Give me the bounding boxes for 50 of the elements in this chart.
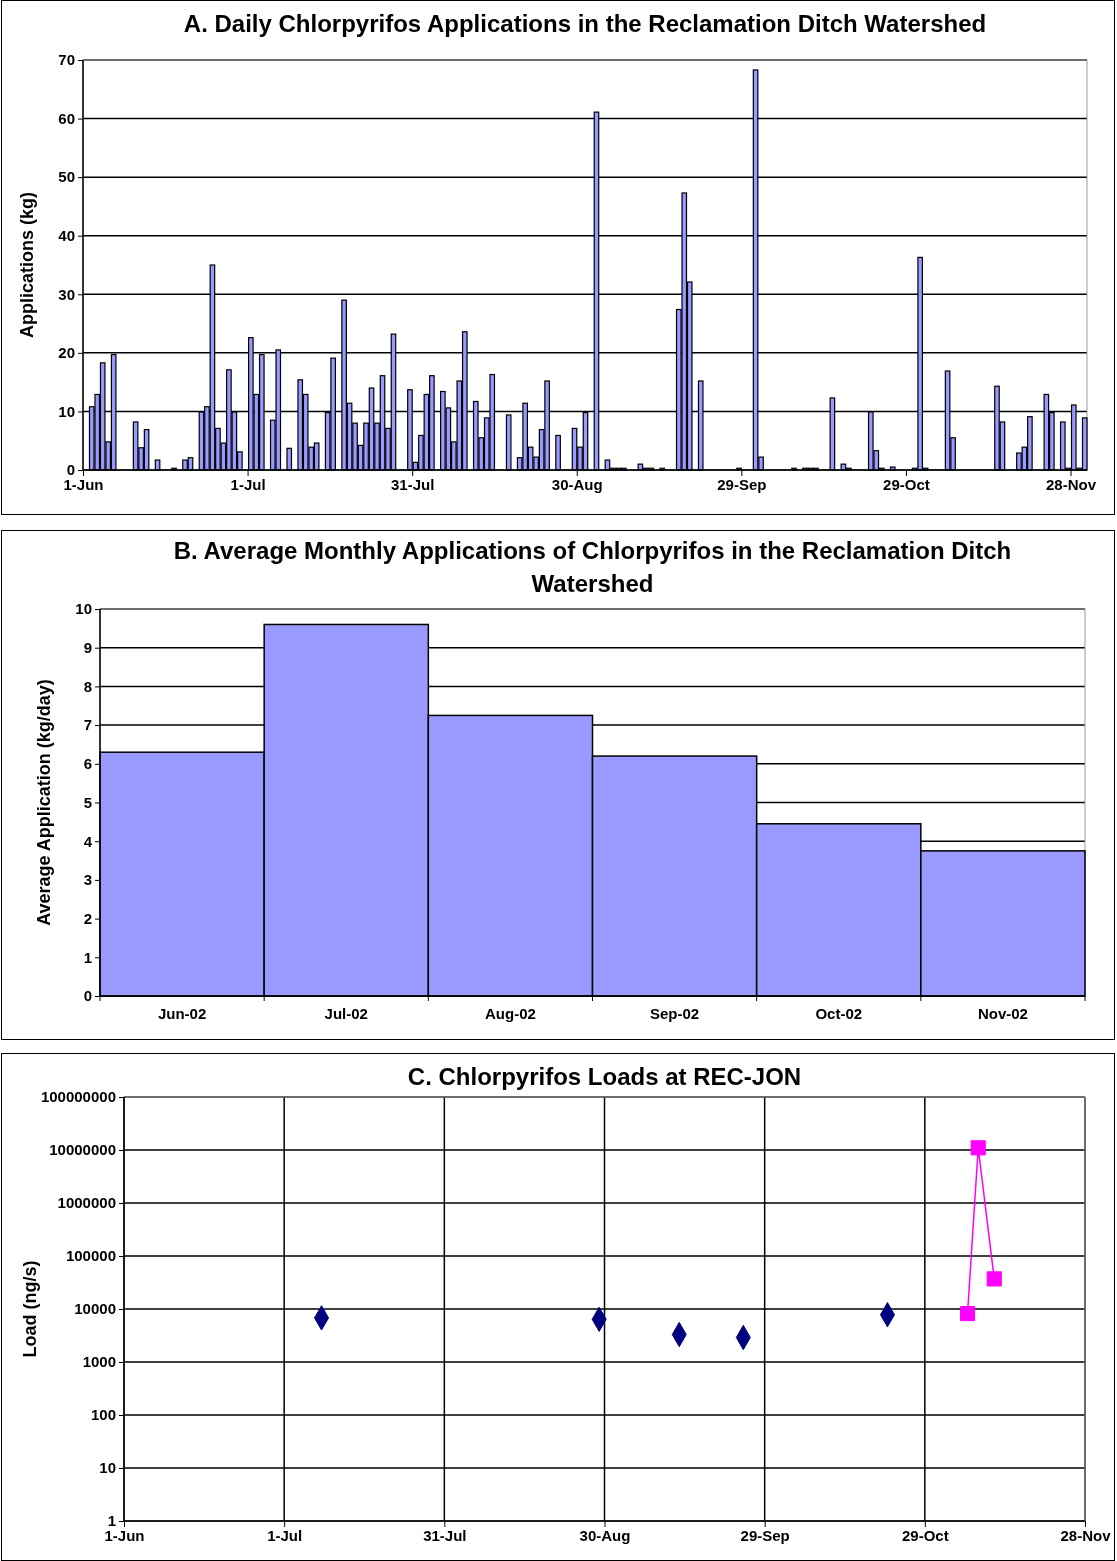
x-tick-label: Oct-02: [815, 1004, 863, 1022]
y-tick-label: 100: [90, 1406, 116, 1424]
x-tick-label: 29-Oct: [883, 475, 930, 493]
chart-title: B. Average Monthly Applications of Chlorpyrifos in the Reclamation Ditch Watershed: [173, 537, 1012, 597]
y-tick-label: 50: [58, 168, 75, 186]
y-tick-label: 1000: [82, 1353, 116, 1371]
y-tick-label: 10: [58, 402, 75, 420]
y-tick-label: 4: [83, 832, 93, 850]
y-axis-title: Average Application (kg/day): [34, 679, 54, 926]
y-tick-label: 10: [99, 1459, 116, 1477]
x-tick-label: 31-Jul: [391, 475, 435, 493]
y-tick-label: 9: [83, 639, 92, 656]
y-tick-label: 10: [75, 600, 92, 618]
y-tick-label: 1: [83, 948, 92, 966]
x-tick-label: 30-Aug: [579, 1526, 631, 1544]
x-tick-label: Jul-02: [324, 1004, 368, 1022]
y-tick-label: 5: [83, 793, 92, 811]
y-tick-label: 10000000: [49, 1141, 116, 1159]
x-tick-label: Jun-02: [157, 1004, 207, 1022]
chart-title: C. Chlorpyrifos Loads at REC-JON: [407, 1063, 802, 1090]
y-tick-label: 30: [58, 285, 75, 303]
x-tick-label: Sep-02: [649, 1004, 700, 1022]
y-tick-label: 2: [83, 909, 92, 927]
y-tick-label: 60: [58, 109, 75, 127]
y-axis-title: Applications (kg): [17, 191, 37, 339]
x-tick-label: 1-Jul: [230, 475, 266, 493]
x-tick-label: 29-Oct: [901, 1526, 949, 1544]
x-tick-label: 30-Aug: [551, 475, 603, 493]
x-tick-label: 29-Sep: [740, 1526, 790, 1544]
x-tick-label: Aug-02: [484, 1004, 536, 1022]
x-tick-label: 29-Sep: [717, 475, 767, 493]
chart-title: A. Daily Chlorpyrifos Applications in the Reclamation Ditch Watershed: [183, 10, 987, 37]
y-tick-label: 10000: [74, 1300, 116, 1318]
y-tick-label: 70: [58, 51, 75, 69]
y-tick-label: 100000000: [40, 1088, 116, 1106]
y-tick-label: 0: [83, 987, 92, 1005]
x-tick-label: 31-Jul: [423, 1526, 467, 1544]
y-tick-label: 1000000: [57, 1194, 116, 1212]
x-tick-label: 28-Nov: [1046, 475, 1097, 493]
y-tick-label: 20: [58, 344, 75, 362]
x-tick-label: Nov-02: [977, 1004, 1028, 1022]
y-tick-label: 3: [83, 871, 92, 889]
y-tick-label: 7: [83, 716, 92, 734]
y-tick-label: 6: [83, 755, 92, 773]
x-tick-label: 1-Jul: [267, 1526, 303, 1544]
x-tick-label: 28-Nov: [1060, 1526, 1112, 1544]
y-tick-label: 40: [58, 227, 75, 245]
y-tick-label: 8: [83, 677, 92, 695]
y-axis-title: Load (ng/s): [20, 1260, 40, 1358]
y-tick-label: 100000: [65, 1247, 116, 1265]
